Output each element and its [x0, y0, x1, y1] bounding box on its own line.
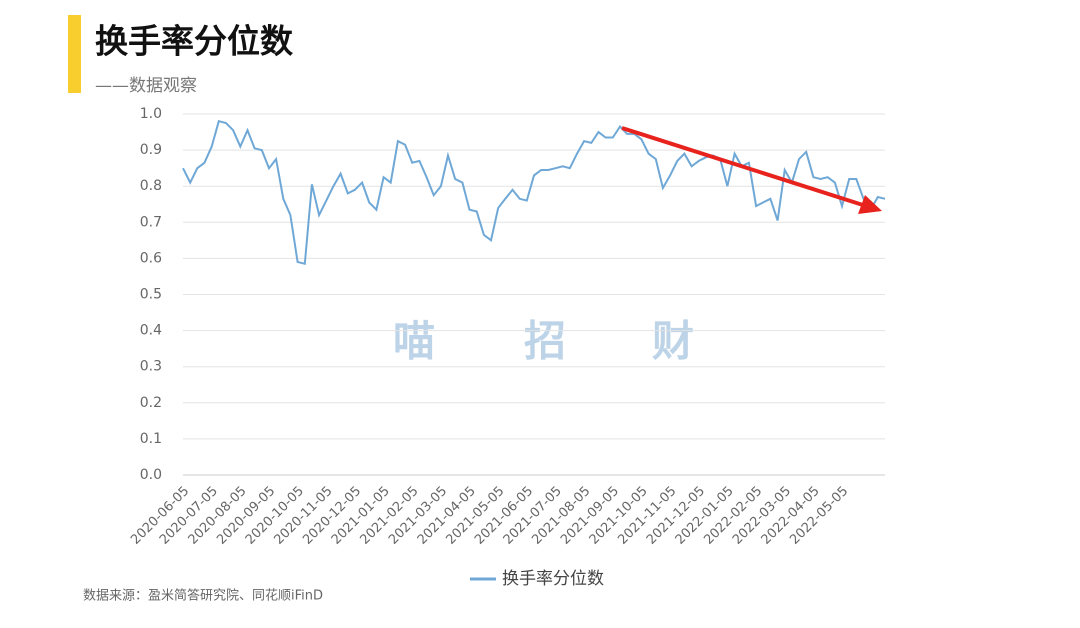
y-tick-label: 1.0	[140, 106, 162, 122]
source: 数据来源：盈米简答研究院、同花顺iFinD	[83, 588, 323, 604]
line-series	[182, 119, 886, 266]
y-tick-label: 0.8	[140, 178, 162, 194]
title-bar	[68, 15, 81, 93]
y-tick-label: 0.5	[140, 287, 162, 303]
y-tick-label: 0.2	[140, 395, 162, 411]
y-tick-label: 0.0	[140, 467, 162, 483]
plot-area: 0.00.10.20.30.40.50.60.70.80.91.02020-06…	[128, 106, 886, 589]
chart-title: 换手率分位数	[95, 22, 294, 61]
y-tick-label: 0.9	[140, 142, 162, 158]
watermark: 招	[524, 317, 566, 366]
watermark: 喵	[393, 317, 435, 366]
trend-arrow	[621, 126, 882, 214]
subtitle: ——数据观察	[95, 76, 197, 96]
y-tick-label: 0.7	[140, 214, 162, 230]
y-tick-label: 0.1	[140, 431, 162, 447]
watermark: 财	[652, 317, 694, 366]
y-tick-label: 0.6	[140, 250, 162, 266]
y-tick-label: 0.4	[140, 323, 162, 339]
legend-label: 换手率分位数	[502, 569, 604, 589]
y-tick-label: 0.3	[140, 359, 162, 375]
